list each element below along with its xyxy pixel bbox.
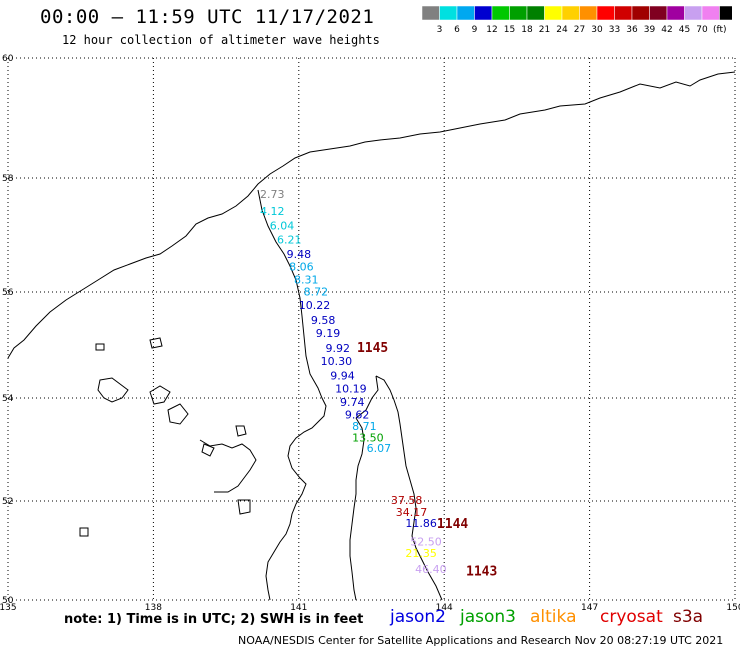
bay-coastline bbox=[199, 439, 257, 493]
latitude-label: 60 bbox=[2, 54, 14, 64]
sakhalin-north-tip bbox=[355, 375, 379, 419]
longitude-label: 144 bbox=[436, 603, 453, 610]
island bbox=[237, 499, 251, 515]
longitude-label: 138 bbox=[145, 603, 162, 610]
wave-height-label: 8.71 bbox=[352, 420, 377, 433]
wave-height-label: 52.50 bbox=[410, 536, 442, 549]
legend-unit: (ft) bbox=[713, 25, 727, 35]
sakhalin-east-coast bbox=[375, 375, 443, 601]
legend-tick-label: 9 bbox=[472, 25, 478, 35]
island bbox=[201, 443, 215, 457]
footer-note: note: 1) Time is in UTC; 2) SWH is in fe… bbox=[64, 612, 364, 627]
wave-height-label: 9.48 bbox=[287, 248, 312, 261]
legend-tick-label: 42 bbox=[661, 25, 672, 35]
wave-height-label: 37.58 bbox=[391, 494, 423, 507]
mainland-coastline bbox=[7, 71, 736, 359]
wave-height-label: 8.72 bbox=[304, 286, 329, 299]
orbit-number-label: 1145 bbox=[357, 341, 388, 356]
page-subtitle: 12 hour collection of altimeter wave hei… bbox=[62, 33, 380, 47]
legend-tick-label: 15 bbox=[504, 25, 515, 35]
wave-height-label: 46.40 bbox=[415, 563, 447, 576]
wave-height-label: 10.19 bbox=[335, 383, 367, 396]
island bbox=[97, 377, 129, 403]
legend-satellite-s3a: s3a bbox=[673, 607, 704, 627]
legend-satellite-altika: altika bbox=[530, 607, 577, 627]
wave-height-label: 4.12 bbox=[260, 205, 285, 218]
legend-satellite-cryosat: cryosat bbox=[600, 607, 663, 627]
latitude-label: 56 bbox=[2, 288, 14, 298]
legend-swatch bbox=[719, 6, 732, 21]
legend-tick-label: 6 bbox=[454, 25, 460, 35]
wave-height-label: 9.58 bbox=[311, 314, 336, 327]
orbit-labels: 1145 1144 1143 bbox=[357, 341, 497, 579]
longitude-label: 150 bbox=[726, 603, 740, 610]
west-coast bbox=[257, 189, 327, 601]
latitude-label: 54 bbox=[2, 394, 14, 404]
wave-height-label: 6.04 bbox=[270, 219, 295, 232]
wave-height-label: 11.86 bbox=[405, 517, 437, 530]
wave-height-label: 10.30 bbox=[321, 355, 353, 368]
legend-tick-label: 12 bbox=[486, 25, 497, 35]
legend-satellite-jason3: jason3 bbox=[460, 607, 516, 627]
longitude-label: 141 bbox=[290, 603, 307, 610]
legend-tick-label: 27 bbox=[574, 25, 585, 35]
page-title: 00:00 – 11:59 UTC 11/17/2021 bbox=[40, 6, 375, 28]
legend-tick-label: 18 bbox=[521, 25, 533, 35]
wave-height-label: 2.73 bbox=[260, 188, 285, 201]
island bbox=[149, 337, 163, 349]
island bbox=[167, 403, 189, 425]
wave-height-label: 9.74 bbox=[340, 396, 365, 409]
wave-height-label: 34.17 bbox=[396, 506, 428, 519]
island bbox=[79, 527, 89, 537]
wave-height-label: 21.35 bbox=[405, 547, 437, 560]
legend-tick-label: 21 bbox=[539, 25, 550, 35]
orbit-number-label: 1143 bbox=[466, 564, 497, 579]
legend-tick-label: 30 bbox=[591, 25, 603, 35]
graticule bbox=[7, 57, 736, 601]
legend-tick-label: 45 bbox=[679, 25, 690, 35]
wave-height-label: 9.62 bbox=[345, 409, 370, 422]
latitude-label: 58 bbox=[2, 174, 14, 184]
legend-tick-label: 24 bbox=[556, 25, 568, 35]
latitude-label: 50 bbox=[2, 596, 14, 606]
longitude-label: 147 bbox=[581, 603, 598, 610]
wave-height-label: 8.31 bbox=[294, 273, 319, 286]
wave-height-label: 6.07 bbox=[367, 442, 392, 455]
coastline bbox=[7, 71, 736, 601]
orbit-number-label: 1144 bbox=[437, 517, 468, 532]
island bbox=[95, 343, 105, 351]
longitude-label: 135 bbox=[0, 603, 17, 610]
credit-line: NOAA/NESDIS Center for Satellite Applica… bbox=[238, 634, 724, 647]
wave-height-label: 9.92 bbox=[325, 342, 350, 355]
legend-tick-label: 36 bbox=[626, 25, 638, 35]
color-legend: 3 6 9 12 15 18 21 24 27 30 33 36 39 42 45 70 (ft) bbox=[422, 6, 732, 35]
legend-tick-label: 3 bbox=[437, 25, 443, 35]
sakhalin-west-coast bbox=[349, 417, 365, 601]
legend-satellite-jason2: jason2 bbox=[390, 607, 446, 627]
legend-tick-label: 70 bbox=[696, 25, 708, 35]
wave-height-label: 9.19 bbox=[316, 327, 341, 340]
legend-tick-label: 39 bbox=[644, 25, 656, 35]
wave-height-label: 13.50 bbox=[352, 431, 384, 444]
wave-height-label: 6.21 bbox=[277, 234, 302, 247]
wave-height-label: 8.06 bbox=[289, 260, 314, 273]
latitude-label: 52 bbox=[2, 497, 13, 507]
wave-height-label: 10.22 bbox=[299, 299, 331, 312]
island bbox=[149, 385, 171, 405]
island bbox=[235, 425, 247, 437]
wave-height-label: 9.94 bbox=[330, 369, 355, 382]
legend-tick-label: 33 bbox=[609, 25, 620, 35]
